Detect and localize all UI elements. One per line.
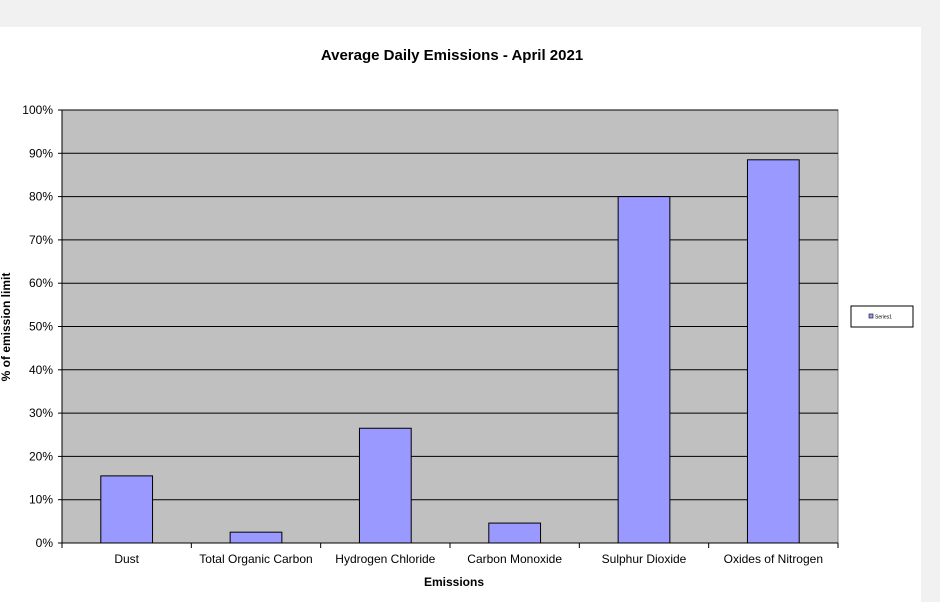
legend-swatch bbox=[868, 313, 874, 319]
y-tick-label: 100% bbox=[22, 103, 53, 117]
x-tick-label: Hydrogen Chloride bbox=[335, 552, 435, 566]
chart-title: Average Daily Emissions - April 2021 bbox=[321, 47, 583, 64]
bar bbox=[617, 196, 671, 544]
emissions-bar-chart: Average Daily Emissions - April 2021 0% 1… bbox=[0, 47, 914, 589]
bar bbox=[746, 159, 800, 544]
y-tick-label: 10% bbox=[29, 493, 53, 507]
y-tick-label: 50% bbox=[29, 320, 53, 334]
y-tick-label: 0% bbox=[36, 536, 54, 550]
legend: Series1 bbox=[850, 305, 914, 328]
x-axis-label: Emissions bbox=[424, 575, 484, 589]
y-tick-label: 90% bbox=[29, 146, 53, 160]
x-tick-label: Oxides of Nitrogen bbox=[724, 552, 823, 566]
legend-label: Series1 bbox=[875, 315, 892, 321]
y-tick-label: 60% bbox=[29, 276, 53, 290]
y-tick-label: 30% bbox=[29, 406, 53, 420]
legend-box bbox=[850, 305, 914, 328]
bars bbox=[100, 159, 800, 544]
x-axis-ticks: Dust Total Organic Carbon Hydrogen Chlorid… bbox=[61, 543, 839, 566]
bar bbox=[358, 427, 412, 544]
x-tick-label: Sulphur Dioxide bbox=[602, 552, 687, 566]
y-tick-label: 70% bbox=[29, 233, 53, 247]
y-tick-label: 80% bbox=[29, 190, 53, 204]
y-tick-label: 40% bbox=[29, 363, 53, 377]
x-tick-label: Carbon Monoxide bbox=[467, 552, 562, 566]
grid-lines bbox=[62, 109, 838, 501]
bar bbox=[100, 475, 154, 544]
bar bbox=[229, 531, 283, 544]
bar bbox=[488, 522, 542, 544]
x-tick-label: Dust bbox=[114, 552, 139, 566]
y-tick-label: 20% bbox=[29, 449, 53, 463]
y-axis-label: % of emission limit bbox=[0, 273, 13, 382]
chart-container: Average Daily Emissions - April 2021 0% 1… bbox=[0, 27, 921, 602]
y-axis-ticks: 0% 10% 20% 30% 40% 50% 60% 70% 80% 90% 100% bbox=[22, 103, 62, 550]
x-tick-label: Total Organic Carbon bbox=[199, 552, 312, 566]
